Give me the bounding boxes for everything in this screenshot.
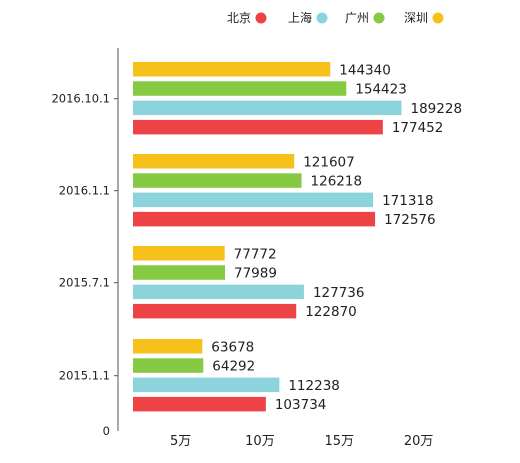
bar: [133, 119, 383, 135]
data-label: 64292: [212, 359, 255, 375]
bar: [133, 339, 203, 354]
bar: [133, 211, 376, 227]
data-label: 171318: [382, 193, 434, 209]
x-tick-label: 5万: [170, 434, 191, 449]
data-label: 77989: [234, 266, 277, 282]
bar: [133, 358, 204, 373]
data-label: 126218: [311, 174, 363, 190]
bar: [133, 377, 280, 393]
bar: [133, 154, 295, 169]
data-label: 144340: [339, 62, 391, 78]
legend-label: 深圳: [404, 11, 428, 25]
data-label: 189228: [411, 101, 463, 117]
bar: [133, 62, 331, 77]
legend-swatch: [373, 12, 385, 24]
data-label: 172576: [384, 212, 436, 228]
y-tick-label: 2015.7.1: [59, 276, 110, 290]
bar: [133, 284, 304, 300]
legend-swatch: [432, 12, 444, 24]
bar: [133, 246, 225, 261]
data-label: 63678: [211, 339, 254, 355]
data-label: 77772: [234, 246, 277, 262]
data-label: 103734: [275, 397, 327, 413]
data-label: 121607: [303, 154, 355, 170]
bar: [133, 173, 302, 188]
bar: [133, 303, 297, 319]
axes: 2016.10.1 2016.1.1 2015.7.1 2015.1.1 0 5万 10万 1…: [51, 48, 433, 449]
legend-label: 上海: [288, 10, 312, 25]
legend: 北京 上海 广州 深圳: [227, 10, 444, 25]
x-tick-label: 10万: [245, 434, 275, 449]
x-tick-label: 20万: [404, 434, 434, 449]
data-label: 112238: [288, 378, 340, 394]
legend-swatch: [255, 12, 267, 24]
bar: [133, 100, 402, 116]
data-label: 122870: [305, 304, 357, 320]
x-tick-label: 15万: [324, 434, 354, 449]
y-tick-label: 2016.10.1: [51, 92, 110, 106]
bar: [133, 265, 226, 280]
y-tick-label: 2015.1.1: [59, 369, 110, 383]
bars: [133, 62, 402, 412]
data-label: 177452: [392, 120, 444, 136]
data-label: 127736: [313, 285, 365, 301]
legend-swatch: [316, 12, 328, 24]
origin-label: 0: [103, 424, 110, 438]
y-tick-label: 2016.1.1: [59, 184, 110, 198]
data-label: 154423: [355, 82, 407, 98]
legend-label: 广州: [345, 11, 369, 25]
bar: [133, 192, 374, 208]
bar: [133, 396, 266, 412]
legend-label: 北京: [227, 11, 251, 25]
bar: [133, 81, 347, 96]
